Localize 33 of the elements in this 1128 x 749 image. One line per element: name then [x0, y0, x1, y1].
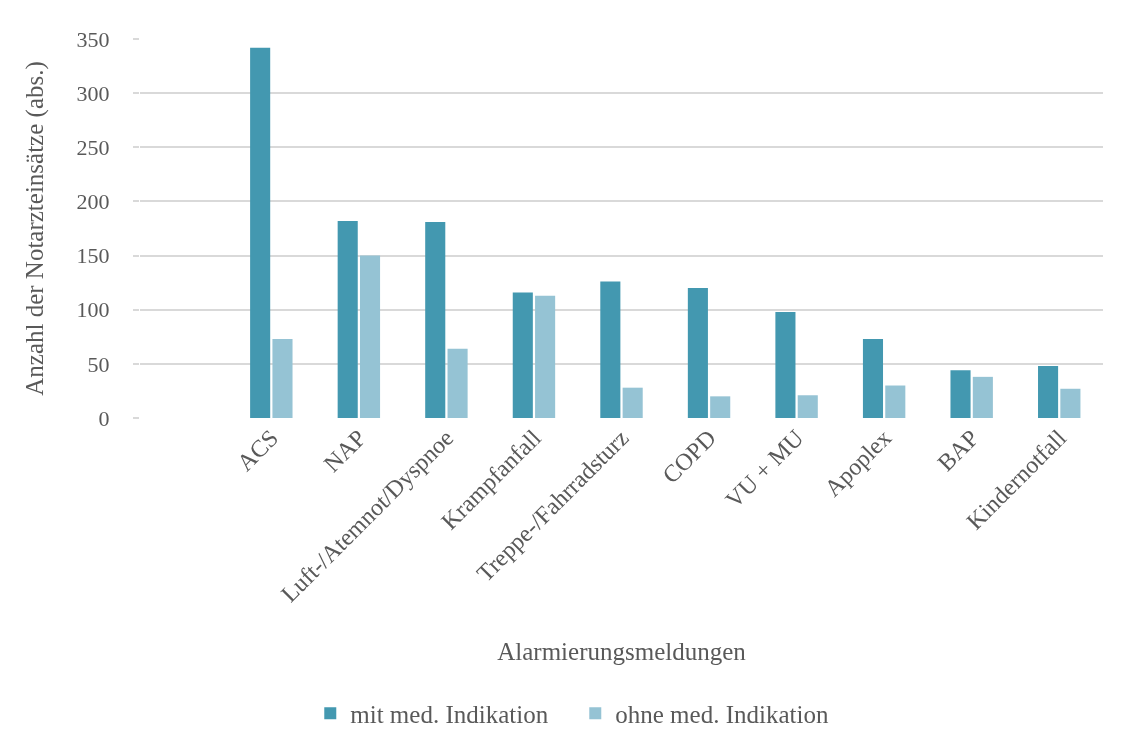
- y-tick-label: 50: [87, 351, 110, 377]
- bar: [1060, 388, 1081, 418]
- bar: [250, 47, 271, 418]
- bar: [687, 288, 708, 418]
- bar: [950, 370, 971, 418]
- bar: [797, 395, 818, 418]
- bar: [512, 292, 533, 418]
- bar: [885, 385, 906, 418]
- bar: [710, 396, 731, 418]
- bar: [600, 281, 621, 418]
- bar: [622, 387, 643, 418]
- x-tick-label: VU + MU: [720, 424, 809, 513]
- bar: [337, 220, 358, 418]
- legend-label: mit med. Indikation: [350, 701, 549, 729]
- y-tick-label: 200: [76, 189, 110, 215]
- y-axis-title: Anzahl der Notarzteinsätze (abs.): [21, 61, 50, 396]
- bar: [359, 255, 381, 418]
- y-tick-label: 300: [76, 80, 110, 106]
- bar: [447, 348, 468, 418]
- bar: [535, 295, 556, 418]
- bar: [972, 376, 993, 418]
- y-tick-label: 100: [76, 297, 110, 323]
- y-tick-label: 150: [76, 243, 110, 269]
- x-axis-title: Alarmierungsmeldungen: [497, 638, 747, 666]
- bar: [862, 338, 884, 418]
- bar: [775, 311, 796, 418]
- bar: [272, 338, 293, 418]
- y-tick-label: 350: [76, 26, 110, 52]
- bar: [1038, 366, 1059, 418]
- y-tick-label: 0: [98, 405, 110, 431]
- y-tick-label: 250: [76, 134, 110, 160]
- bar: [425, 222, 446, 418]
- legend-label: ohne med. Indikation: [615, 701, 829, 729]
